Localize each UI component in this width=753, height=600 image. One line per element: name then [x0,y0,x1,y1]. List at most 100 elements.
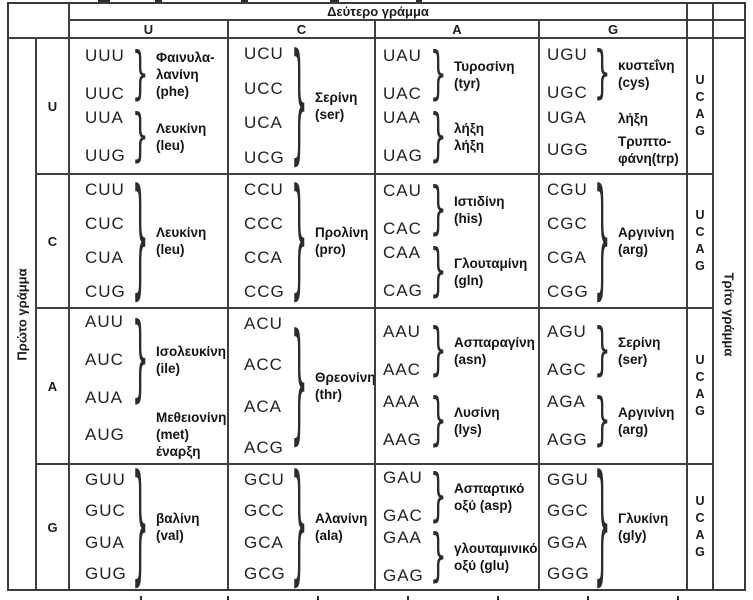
codon-group: AAA AAG} Λυσίνη (lys) [383,392,536,450]
amino-acid-label-line: Τυροσίνη [454,58,515,74]
codon-list: UAU UAC [383,46,430,104]
cropped-text-remnant [330,0,339,2]
amino-acid-label: Ισολευκίνη (ile) [156,343,226,377]
header-blank-cell [714,4,744,19]
amino-acid-label-line: Μεθειονίνη [156,410,227,425]
amino-acid-label-line: (ser) [618,352,648,368]
brace-icon: } [291,39,308,173]
codon: AAU [383,322,421,342]
cropped-row-remnant [140,596,142,600]
codon: UUC [85,83,125,103]
codon: ACC [244,355,283,375]
column-header-C: C [229,21,374,37]
third-letter: A [695,242,705,256]
brace-icon: } [430,318,447,385]
amino-acid-label: Τυροσίνη (tyr) [454,58,514,92]
codon: CGG [547,282,589,301]
codon-list: AUU AUC AUA [85,312,132,408]
codon-cell-AU: AUU AUC AUA} Ισολευκίνη (ile) AUG Μεθειονίνη (m… [70,309,227,463]
codon: CUA [85,248,124,267]
brace-icon: } [430,239,447,305]
third-letter: U [695,494,705,508]
amino-acid-label-line: Ασπαραγίνη [454,335,535,351]
brace-icon: } [291,465,308,589]
codon: AUU [85,312,124,331]
codon-cell-CU: CUU CUC CUA CUG} Λευκίνη (leu) [70,175,227,307]
codon: AUG [85,424,125,444]
amino-acid-label: Μεθειονίνη (met) έναρξη [156,409,226,460]
amino-acid-label-line: Σερίνη [618,335,661,351]
amino-acid-label: Λευκίνη (leu) [156,224,206,258]
codon-list: GCU GCC GCA GCG [244,470,291,584]
codon-group: AGA AGG} Αργινίνη (arg) [547,392,684,450]
codon: UUU [85,45,125,65]
amino-acid-label: λήξη [618,110,648,127]
codon: AAG [383,429,422,449]
codon: CAG [383,281,423,300]
codon: UCA [244,113,283,133]
amino-acid-label-line: (gly) [618,528,647,543]
codon-group: AUU AUC AUA} Ισολευκίνη (ile) [85,312,226,408]
codon-group: UUA UUG} Λευκίνη (leu) [85,108,225,166]
codon: CCA [244,248,283,267]
amino-acid-label-line: Ασπαρτικό [454,481,525,497]
first-letter-axis: Πρώτο γράμμα [9,39,35,589]
codon-list: UCU UCC UCA UCG [244,44,291,168]
codon: GCA [244,532,284,552]
third-letter: G [695,259,705,273]
cropped-text-remnant [98,0,110,2]
codon: AGU [547,322,587,342]
codon: CUU [85,180,125,199]
codon-group: UAU UAC} Τυροσίνη (tyr) [383,46,536,104]
codon: AAC [383,360,421,380]
codon: UGU [547,45,588,64]
row-letter-U: U [37,39,68,173]
amino-acid-label-line: γλουταμινικό [454,540,538,556]
amino-acid-label: Θρεονίνη (thr) [315,369,374,403]
amino-acid-label: Φαινυλα-λανίνη (phe) [156,49,215,100]
codon-list: CUU CUC CUA CUG [85,180,132,302]
brace-icon: } [430,177,447,243]
header-blank-cell [688,21,712,37]
header-blank-cell [688,4,712,19]
codon: GAU [383,468,423,488]
second-letter-header: Δεύτερο γράμμα [70,4,686,19]
codon: CCU [244,180,284,199]
codon-group: ACU ACC ACA ACG} Θρεονίνη (thr) [244,311,374,461]
brace-icon: } [291,175,308,307]
codon-group: UGG Τρυπτο-φάνη(trp) [547,133,684,167]
amino-acid-label-line: (arg) [618,421,648,437]
codon-group: UCU UCC UCA UCG} Σερίνη (ser) [244,39,372,173]
codon: UUA [85,108,124,128]
amino-acid-label-line: Ιστιδίνη [454,194,505,209]
amino-acid-label: βαλίνη (val) [156,510,200,544]
amino-acid-label: Λευκίνη (leu) [156,120,206,154]
brace-icon: } [291,311,308,461]
codon-list: UGA [547,107,594,129]
row-letter-C: C [37,175,68,307]
codon: GAA [383,527,422,547]
codon-group: CAA CAG} Γλουταμίνη (gln) [383,243,536,301]
codon: CGC [547,214,588,233]
cropped-row-remnant [407,596,409,600]
amino-acid-label: Ασπαρτικό οξύ (asp) [454,480,524,514]
codon: UUG [85,146,126,166]
column-header-U: U [70,21,227,37]
corner-blank-cell [9,4,68,37]
amino-acid-label-line: Λευκίνη [156,121,207,137]
codon-list: GUU GUC GUA GUG [85,470,132,584]
codon-group: CAU CAC} Ιστιδίνη (his) [383,181,536,239]
codon: CGA [547,248,587,267]
codon: GGC [547,501,589,521]
cropped-text-remnant [241,0,248,3]
amino-acid-label: λήξη λήξη [454,120,484,154]
codon-group: AUG Μεθειονίνη (met) έναρξη [85,409,226,460]
codon: UAC [383,83,422,103]
codon-list: CCU CCC CCA CCG [244,180,291,302]
amino-acid-label-line: (val) [156,528,184,543]
codon: CUG [85,282,126,301]
codon-group: AGU AGC} Σερίνη (ser) [547,322,684,380]
